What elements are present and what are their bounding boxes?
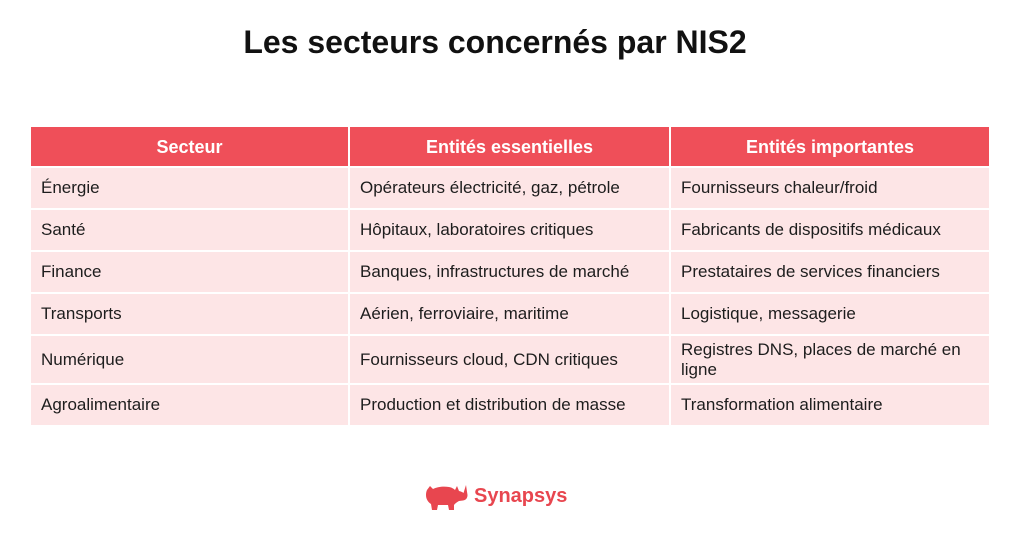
- cell-essential-entities: Hôpitaux, laboratoires critiques: [350, 210, 669, 250]
- cell-sector: Numérique: [31, 336, 348, 383]
- brand-name: Synapsys: [474, 485, 568, 507]
- header-sector: Secteur: [31, 127, 348, 166]
- cell-sector: Santé: [31, 210, 348, 250]
- header-important-entities: Entités importantes: [671, 127, 989, 166]
- cell-important-entities: Fabricants de dispositifs médicaux: [671, 210, 989, 250]
- cell-essential-entities: Aérien, ferroviaire, maritime: [350, 294, 669, 334]
- cell-essential-entities: Opérateurs électricité, gaz, pétrole: [350, 168, 669, 208]
- rhino-icon: [426, 485, 468, 510]
- brand-logo: Synapsys: [424, 480, 567, 512]
- cell-essential-entities: Banques, infrastructures de marché: [350, 252, 669, 292]
- cell-important-entities: Transformation alimentaire: [671, 385, 989, 425]
- cell-important-entities: Fournisseurs chaleur/froid: [671, 168, 989, 208]
- cell-sector: Finance: [31, 252, 348, 292]
- header-essential-entities: Entités essentielles: [350, 127, 669, 166]
- cell-important-entities: Prestataires de services financiers: [671, 252, 989, 292]
- sectors-table: Secteur Entités essentielles Entités imp…: [31, 127, 989, 425]
- cell-important-entities: Logistique, messagerie: [671, 294, 989, 334]
- cell-essential-entities: Production et distribution de masse: [350, 385, 669, 425]
- cell-essential-entities: Fournisseurs cloud, CDN critiques: [350, 336, 669, 383]
- cell-sector: Agroalimentaire: [31, 385, 348, 425]
- cell-important-entities: Registres DNS, places de marché en ligne: [671, 336, 989, 383]
- cell-sector: Transports: [31, 294, 348, 334]
- page-title: Les secteurs concernés par NIS2: [243, 24, 747, 60]
- cell-sector: Énergie: [31, 168, 348, 208]
